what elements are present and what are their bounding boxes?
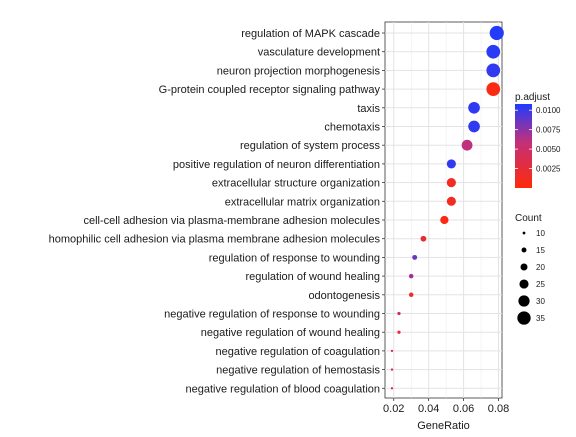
y-tick-label: extracellular structure organization <box>212 178 380 190</box>
data-point <box>486 82 501 96</box>
x-axis: 0.02 0.04 0.06 0.08 <box>383 398 509 415</box>
data-points <box>390 25 504 390</box>
data-point <box>486 44 501 59</box>
y-tick-label: negative regulation of blood coagulation <box>186 383 380 395</box>
size-legend-dot <box>521 247 527 253</box>
data-point <box>408 273 414 279</box>
y-tick-label: extracellular matrix organization <box>225 196 380 208</box>
data-point <box>412 254 418 260</box>
x-tick-label: 0.08 <box>488 403 509 415</box>
size-legend-label: 35 <box>536 314 545 323</box>
size-legend-dot <box>518 295 530 307</box>
y-tick-label: odontogenesis <box>308 290 380 302</box>
data-point <box>440 215 449 225</box>
y-tick-label: chemotaxis <box>324 122 380 134</box>
data-point <box>420 235 427 242</box>
data-point <box>408 292 414 298</box>
color-legend-label: 0.0075 <box>536 126 561 135</box>
y-tick-label: taxis <box>357 103 380 115</box>
x-axis-title: GeneRatio <box>417 420 470 432</box>
size-legend-label: 10 <box>536 229 545 238</box>
data-point <box>390 387 394 390</box>
panel-background <box>384 21 503 399</box>
x-tick-label: 0.06 <box>453 403 474 415</box>
y-tick-label: negative regulation of response to wound… <box>164 309 380 321</box>
data-point <box>468 120 480 133</box>
data-point <box>489 25 504 41</box>
data-point <box>446 178 456 188</box>
size-legend-title: Count <box>515 213 542 224</box>
data-point <box>446 196 456 206</box>
x-tick-label: 0.02 <box>383 403 404 415</box>
data-point <box>390 349 394 353</box>
y-tick-label: regulation of wound healing <box>245 271 380 283</box>
color-legend: p.adjust 0.0025 0.0050 0.0075 0.0100 <box>515 92 561 188</box>
color-legend-label: 0.0100 <box>536 106 561 115</box>
size-legend-dot <box>519 279 529 289</box>
size-legend-label: 20 <box>536 263 545 272</box>
size-legend-dot <box>522 231 526 235</box>
color-legend-bar <box>515 104 532 188</box>
y-tick-label: negative regulation of wound healing <box>201 327 380 339</box>
size-legend-dot <box>517 311 531 325</box>
size-legend-dot <box>520 263 528 271</box>
data-point <box>397 330 401 334</box>
y-tick-label: regulation of system process <box>240 140 381 152</box>
color-legend-title: p.adjust <box>515 92 550 103</box>
data-point <box>468 101 480 114</box>
y-tick-label: negative regulation of hemostasis <box>216 365 380 377</box>
y-tick-label: cell-cell adhesion via plasma-membrane a… <box>83 215 380 227</box>
size-legend-label: 30 <box>536 297 545 306</box>
y-tick-label: vasculature development <box>258 47 380 59</box>
data-point <box>390 368 394 371</box>
y-tick-label: regulation of MAPK cascade <box>241 28 380 40</box>
y-tick-label: neuron projection morphogenesis <box>217 65 381 77</box>
y-tick-label: regulation of response to wounding <box>209 252 380 264</box>
y-tick-label: G-protein coupled receptor signaling pat… <box>159 84 381 96</box>
x-tick-label: 0.04 <box>418 403 439 415</box>
color-legend-label: 0.0050 <box>536 145 561 154</box>
y-tick-label: negative regulation of coagulation <box>215 346 380 358</box>
y-tick-label: positive regulation of neuron differenti… <box>173 159 380 171</box>
y-tick-label: homophilic cell adhesion via plasma memb… <box>49 234 381 246</box>
size-legend-label: 15 <box>536 246 545 255</box>
data-point <box>446 159 456 169</box>
size-legend: Count 10 15 20 25 30 35 <box>515 213 545 325</box>
data-point <box>486 63 501 78</box>
y-axis-labels: regulation of MAPK cascade vasculature de… <box>49 28 385 395</box>
color-legend-label: 0.0025 <box>536 165 561 174</box>
data-point <box>397 311 401 316</box>
data-point <box>461 139 473 151</box>
size-legend-label: 25 <box>536 280 545 289</box>
